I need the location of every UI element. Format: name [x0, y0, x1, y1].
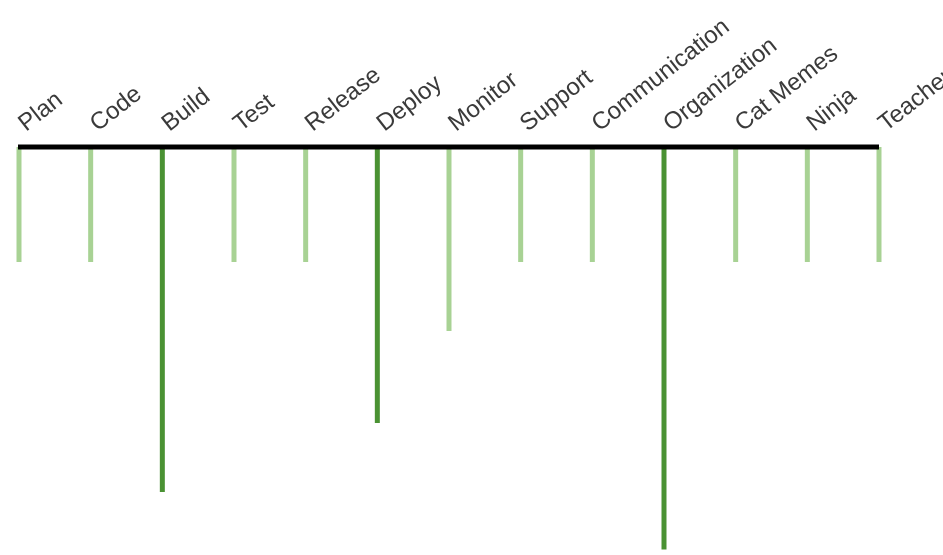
skill-label-build: Build: [156, 83, 215, 137]
skill-labels: Plan Code Build Test ReleaseDeployMonitorSup…: [13, 13, 943, 137]
skill-label-test: Test: [228, 88, 280, 137]
skill-label-plan: Plan: [13, 86, 67, 137]
skill-label-release: Release: [300, 61, 386, 136]
skill-label-support: Support: [515, 63, 598, 136]
skill-stems: [16, 147, 882, 550]
skill-label-code: Code: [85, 80, 147, 137]
skill-label-monitor: Monitor: [443, 66, 523, 137]
skill-label-ninja: Ninja: [801, 81, 861, 136]
skill-label-teacher: Teacher: [873, 63, 943, 137]
